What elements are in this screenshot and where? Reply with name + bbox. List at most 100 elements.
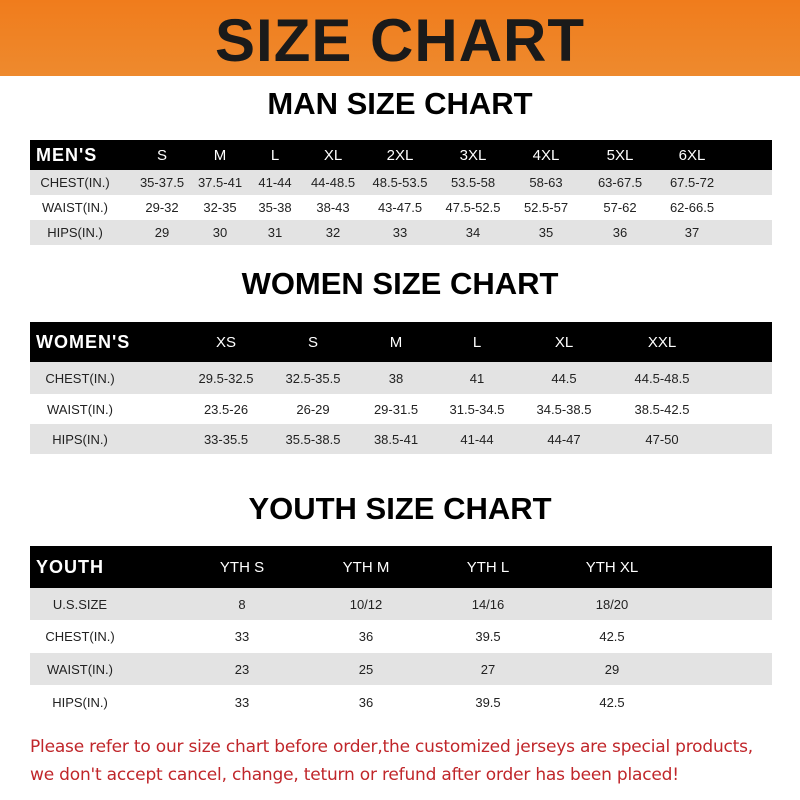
table-cell: 62-66.5: [669, 200, 715, 215]
row-label: WAIST(IN.): [47, 661, 113, 677]
size-header: XS: [215, 333, 236, 351]
table-cell: 63-67.5: [597, 175, 643, 190]
size-header: 2XL: [386, 146, 414, 164]
size-header: L: [472, 333, 482, 351]
table-cell: 23: [234, 661, 250, 677]
table-cell: 33: [234, 694, 250, 710]
table-cell: 42.5: [599, 694, 625, 710]
table-cell: 38.5-42.5: [634, 401, 690, 417]
table-cell: 47-50: [645, 431, 679, 447]
size-table: YOUTH YTH S YTH M YTH L YTH XL U.S.SIZE 8 10/12…: [30, 546, 772, 719]
table-cell: 41: [469, 370, 485, 386]
table-row: HIPS(IN.) 33 36 39.5 42.5: [30, 685, 772, 719]
table-cell: 53.5-58: [450, 175, 496, 190]
size-header: S: [156, 146, 167, 164]
table-cell: 34: [465, 225, 481, 240]
table-cell: 25: [358, 661, 374, 677]
table-row: CHEST(IN.) 33 36 39.5 42.5: [30, 620, 772, 653]
table-row: WAIST(IN.) 23 25 27 29: [30, 653, 772, 685]
table-cell: 30: [212, 225, 228, 240]
table-cell: 32: [325, 225, 341, 240]
table-cell: 10/12: [349, 596, 383, 612]
table-cell: 35-37.5: [139, 175, 185, 190]
notice-line-1: Please refer to our size chart before or…: [30, 737, 754, 757]
section-title: WOMEN SIZE CHART: [241, 266, 559, 301]
row-label: HIPS(IN.): [52, 431, 108, 447]
table-row: HIPS(IN.) 29 30 31 32 33 34 35 36 37: [30, 220, 772, 245]
table-cell: 34.5-38.5: [536, 401, 592, 417]
size-table: MEN'S S M L XL 2XL 3XL 4XL 5XL 6XL CHEST(IN.) 35-37…: [30, 140, 772, 245]
table-row: U.S.SIZE 8 10/12 14/16 18/20: [30, 588, 772, 620]
table-row: CHEST(IN.) 29.5-32.5 32.5-35.5 38 41 44.5 44.5…: [30, 362, 772, 394]
section-title: YOUTH SIZE CHART: [248, 491, 552, 526]
size-header: YTH XL: [585, 558, 639, 576]
table-cell: 23.5-26: [203, 401, 249, 417]
table-cell: 37: [684, 225, 700, 240]
size-header: XL: [554, 333, 574, 351]
table-cell: 32.5-35.5: [285, 370, 341, 386]
notice-line-2: we don't accept cancel, change, teturn o…: [30, 765, 679, 785]
section-title: MAN SIZE CHART: [267, 86, 533, 121]
table-row: HIPS(IN.) 33-35.5 35.5-38.5 38.5-41 41-44 44-…: [30, 424, 772, 454]
table-cell: 43-47.5: [377, 200, 423, 215]
table-cell: 41-44: [258, 175, 292, 190]
table-cell: 37.5-41: [197, 175, 243, 190]
table-cell: 18/20: [595, 596, 629, 612]
table-cell: 14/16: [471, 596, 505, 612]
table-cell: 48.5-53.5: [372, 175, 428, 190]
table-cell: 26-29: [296, 401, 330, 417]
size-header: YTH S: [219, 558, 265, 576]
size-header: 3XL: [459, 146, 487, 164]
size-header: YTH M: [342, 558, 390, 576]
table-cell: 44.5-48.5: [634, 370, 690, 386]
header-label: MEN'S: [36, 144, 98, 165]
row-label: HIPS(IN.): [52, 694, 108, 710]
row-label: CHEST(IN.): [45, 629, 115, 644]
size-header: M: [389, 333, 403, 351]
table-cell: 33: [392, 225, 408, 240]
table-cell: 52.5-57: [523, 200, 569, 215]
header-label: YOUTH: [36, 556, 104, 577]
row-label: CHEST(IN.): [40, 175, 110, 190]
table-cell: 32-35: [203, 200, 237, 215]
size-header: M: [213, 146, 227, 164]
table-cell: 29-31.5: [373, 401, 419, 417]
size-header: 6XL: [678, 146, 706, 164]
size-header: XL: [323, 146, 343, 164]
table-cell: 8: [238, 596, 246, 612]
table-cell: 33: [234, 629, 250, 644]
table-cell: 31.5-34.5: [449, 401, 505, 417]
size-header: 4XL: [532, 146, 560, 164]
table-cell: 35.5-38.5: [285, 431, 341, 447]
banner-title: SIZE CHART: [215, 7, 585, 74]
table-cell: 35-38: [258, 200, 292, 215]
table-cell: 39.5: [475, 694, 501, 710]
row-label: U.S.SIZE: [52, 596, 108, 612]
table-cell: 42.5: [599, 629, 625, 644]
table-cell: 41-44: [460, 431, 494, 447]
table-cell: 33-35.5: [203, 431, 249, 447]
table-cell: 35: [538, 225, 554, 240]
size-header: S: [307, 333, 318, 351]
table-header-row: WOMEN'S XS S M L XL XXL: [30, 322, 772, 362]
notice-text: Please refer to our size chart before or…: [30, 733, 790, 789]
row-label: WAIST(IN.): [42, 200, 108, 215]
table-cell: 29: [604, 661, 620, 677]
header-label: WOMEN'S: [36, 331, 131, 352]
table-row: WAIST(IN.) 23.5-26 26-29 29-31.5 31.5-34.5 34…: [30, 394, 772, 424]
table-cell: 31: [267, 225, 283, 240]
size-header: XXL: [647, 333, 677, 351]
table-cell: 38-43: [316, 200, 350, 215]
table-cell: 36: [358, 629, 374, 644]
row-label: WAIST(IN.): [47, 401, 113, 417]
table-cell: 44.5: [551, 370, 577, 386]
table-cell: 39.5: [475, 629, 501, 644]
size-header: L: [270, 146, 280, 164]
size-header: 5XL: [606, 146, 634, 164]
table-cell: 38: [388, 370, 404, 386]
table-cell: 29: [154, 225, 170, 240]
row-label: HIPS(IN.): [47, 225, 103, 240]
table-cell: 38.5-41: [373, 431, 419, 447]
table-cell: 47.5-52.5: [445, 200, 501, 215]
table-cell: 57-62: [603, 200, 637, 215]
